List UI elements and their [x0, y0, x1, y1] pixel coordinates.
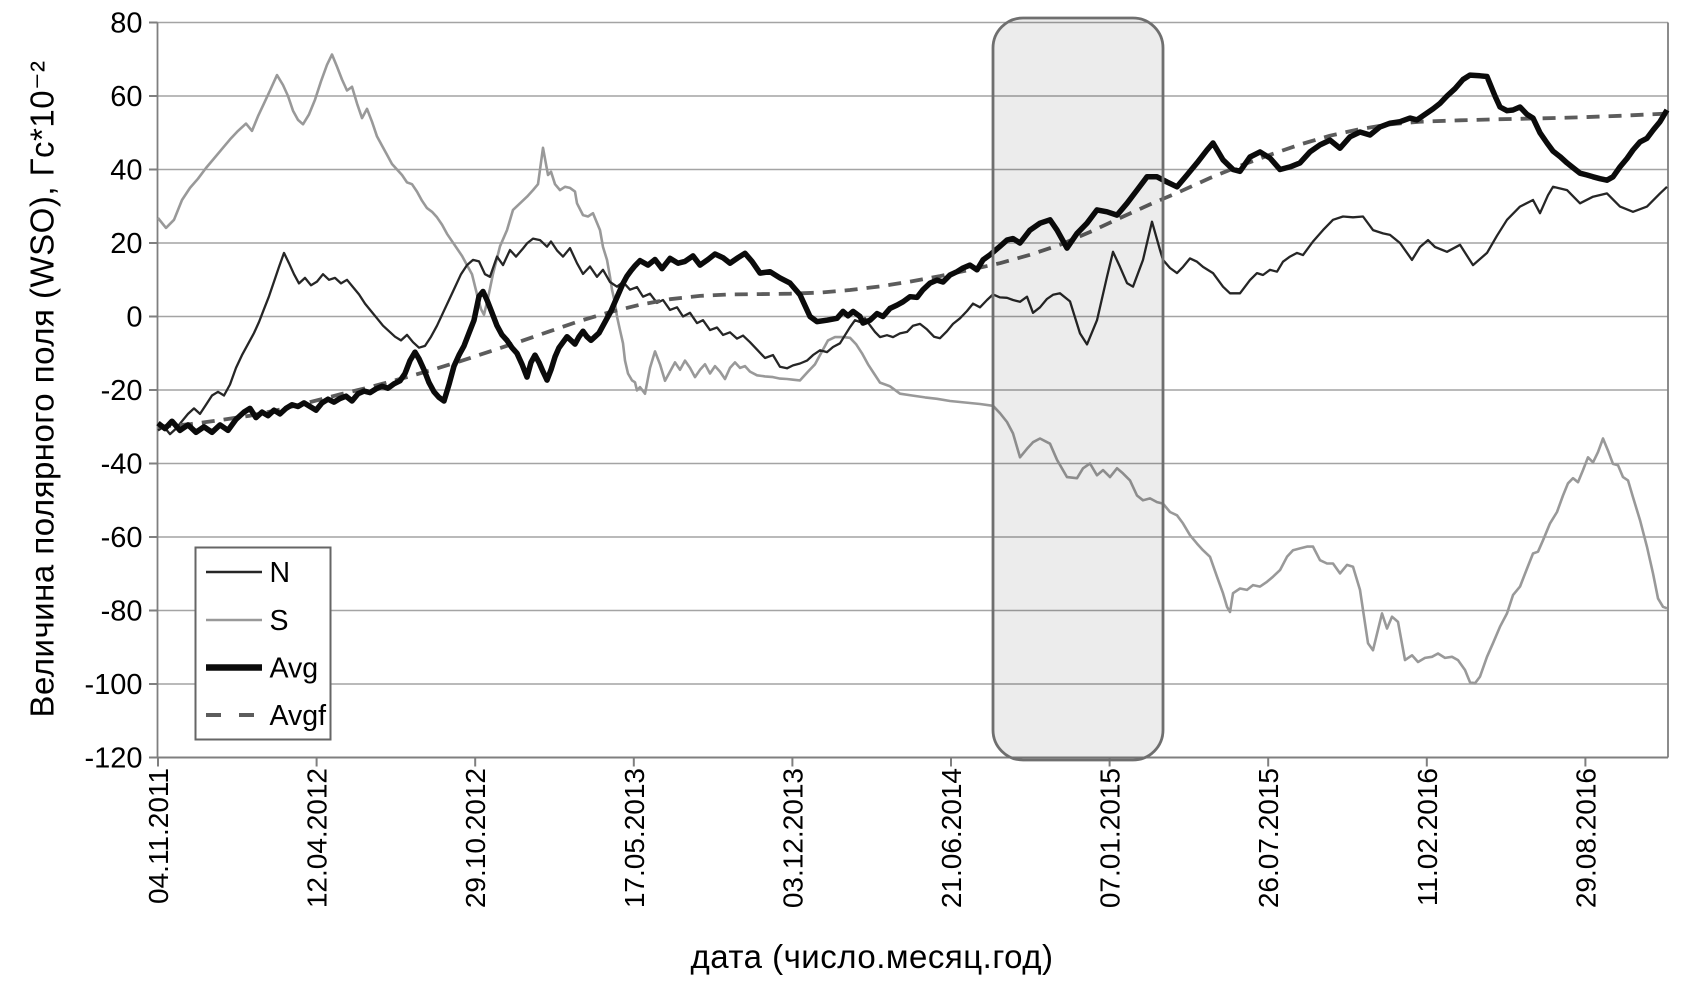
x-tick-label: 17.05.2013 — [619, 768, 650, 908]
y-tick-label: 20 — [110, 228, 142, 260]
legend: NS Avg Avgf — [194, 546, 332, 741]
series-line-avg — [156, 72, 1670, 436]
x-tick-label: 26.07.2015 — [1253, 768, 1284, 908]
legend-label-n: N — [270, 557, 291, 589]
y-tick-label: 60 — [110, 81, 142, 113]
x-tick-label: 29.08.2016 — [1570, 768, 1601, 908]
x-axis: 04.11.2011 12.04.2012 29.10.2012 17.05.2013… — [143, 757, 1601, 908]
y-tick-label: 40 — [110, 155, 142, 187]
series-line-s — [156, 53, 1668, 685]
y-tick-label: 0 — [126, 302, 142, 334]
y-tick-label: -80 — [101, 596, 143, 628]
x-tick-label: 21.06.2014 — [936, 768, 967, 908]
gridlines: 80 60 40 20 0 -20 -40 -60 -80 -100 -120 — [84, 8, 1668, 775]
y-tick-label: 80 — [110, 8, 142, 40]
x-tick-label: 04.11.2011 — [143, 768, 174, 904]
series-line-avgf — [157, 111, 1668, 429]
legend-label-avg: Avg — [270, 653, 319, 685]
highlight-region — [991, 16, 1165, 762]
x-axis-title: дата (число.месяц.год) — [690, 938, 1054, 975]
x-tick-label: 12.04.2012 — [302, 768, 333, 908]
x-tick-label: 11.02.2016 — [1412, 768, 1443, 906]
y-tick-label: -100 — [84, 669, 142, 701]
x-tick-label: 29.10.2012 — [460, 768, 491, 908]
x-tick-label: 07.01.2015 — [1095, 768, 1126, 908]
y-tick-label: -40 — [101, 449, 143, 481]
y-tick-label: -20 — [101, 375, 143, 407]
y-tick-label: -120 — [84, 743, 142, 775]
y-axis-title: Величина полярного поля (WSO), Гс*10⁻² — [23, 60, 61, 718]
x-tick-label: 03.12.2013 — [777, 768, 808, 908]
y-tick-label: -60 — [101, 522, 143, 554]
legend-label-s: S — [270, 605, 289, 637]
legend-box — [194, 546, 332, 741]
legend-label-avgf: Avgf — [270, 700, 327, 732]
series-line-n — [157, 185, 1668, 436]
